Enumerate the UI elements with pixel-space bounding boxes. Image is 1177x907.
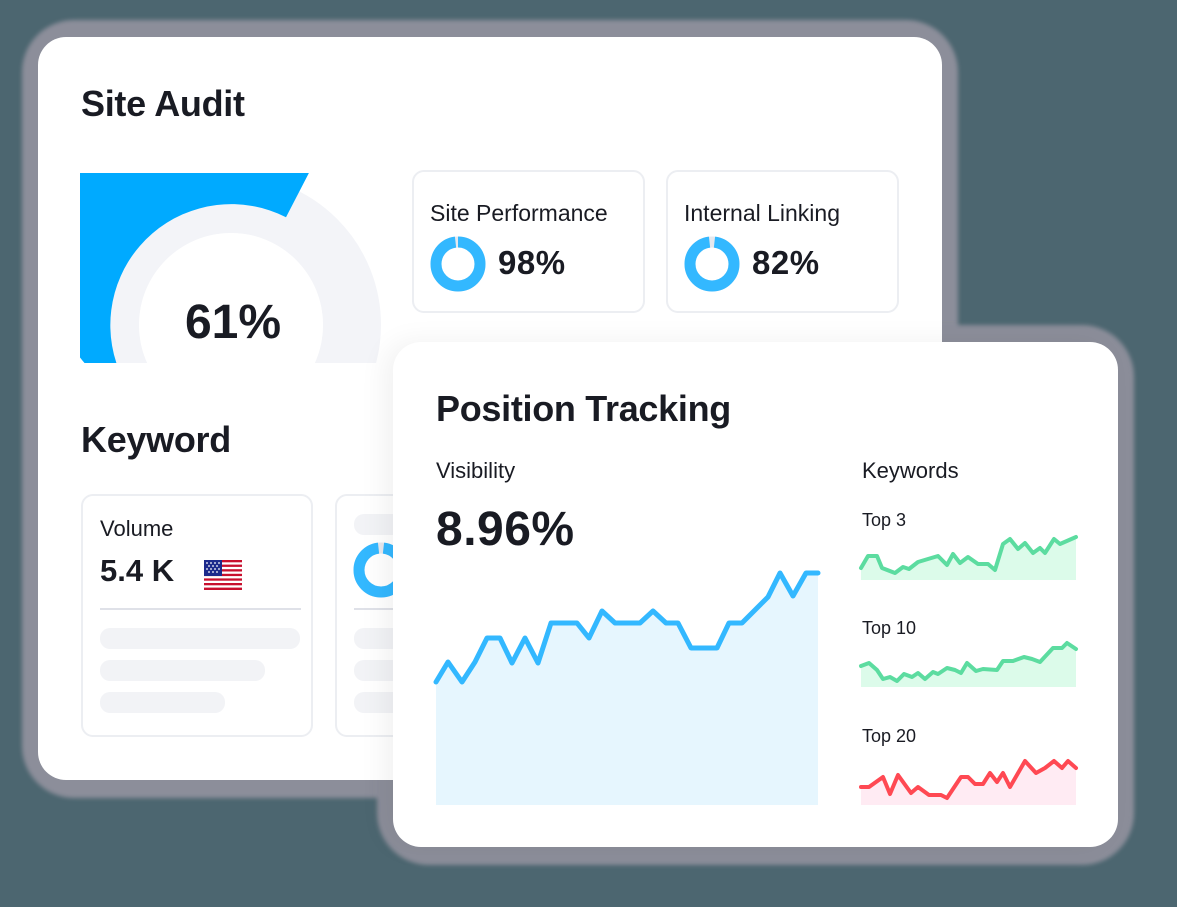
visibility-label: Visibility <box>436 458 516 483</box>
visibility-value: 8.96% <box>436 503 575 556</box>
metric-card-internal-linking[interactable]: Internal Linking 82% <box>666 170 899 313</box>
sparkline-top20 <box>859 759 1078 805</box>
placeholder-bar <box>100 692 225 713</box>
position-tracking-title: Position Tracking <box>436 388 731 429</box>
metric-card-site-performance[interactable]: Site Performance 98% <box>412 170 645 313</box>
sparkline-label-top10: Top 10 <box>862 618 917 638</box>
donut-chart-icon <box>684 236 740 292</box>
metric-label: Internal Linking <box>684 200 840 226</box>
keyword-title: Keyword <box>81 419 231 460</box>
placeholder-bar <box>100 628 300 649</box>
metric-value: 98% <box>498 244 566 281</box>
volume-value: 5.4 K <box>100 553 175 588</box>
keyword-volume-card[interactable]: Volume 5.4 K <box>81 494 313 737</box>
site-audit-gauge <box>80 173 381 365</box>
placeholder-bar <box>100 660 265 681</box>
metric-label: Site Performance <box>430 200 608 226</box>
sparkline-top3 <box>859 535 1078 580</box>
keywords-label: Keywords <box>862 458 959 483</box>
sparkline-label-top3: Top 3 <box>862 510 907 530</box>
position-tracking-card: Position Tracking Visibility 8.96% Keywo… <box>393 342 1118 847</box>
site-audit-score: 61% <box>184 296 282 349</box>
us-flag-icon <box>204 560 242 590</box>
metric-value: 82% <box>752 244 820 281</box>
donut-chart-icon <box>430 236 486 292</box>
divider <box>100 608 301 610</box>
site-audit-title: Site Audit <box>81 83 245 124</box>
volume-label: Volume <box>100 516 174 541</box>
sparkline-label-top20: Top 20 <box>862 726 917 746</box>
visibility-area-chart <box>433 570 821 805</box>
sparkline-top10 <box>859 641 1078 687</box>
